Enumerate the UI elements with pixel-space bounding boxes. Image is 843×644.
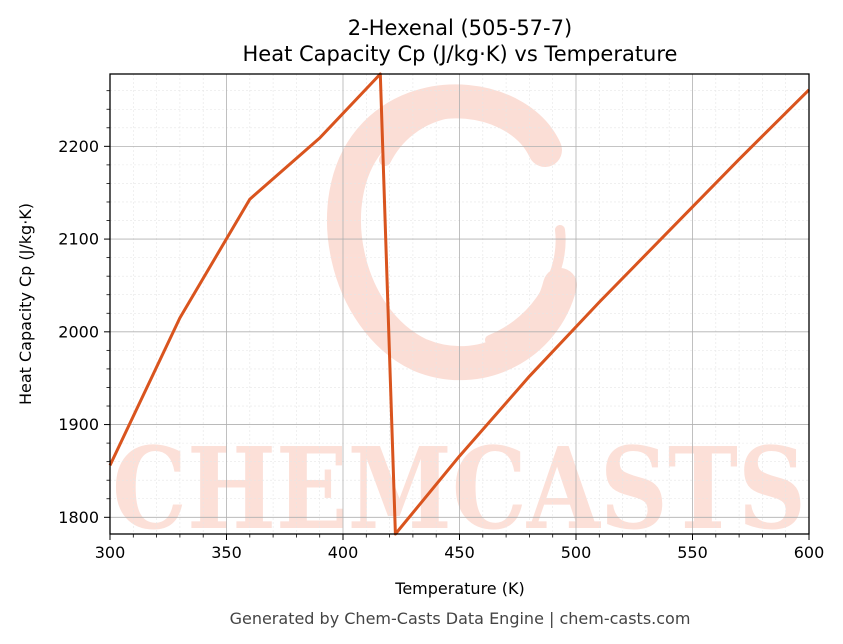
watermark-text: CHEMCASTS <box>112 424 806 555</box>
x-tick-label: 550 <box>677 543 708 562</box>
ticks: 300 350 400 450 500 550 600 1800 1900 2000 2100 220… <box>58 90 825 562</box>
x-tick-label: 500 <box>561 543 592 562</box>
series-line <box>108 72 811 536</box>
y-tick-label: 1900 <box>58 415 99 434</box>
watermark: CHEMCASTS <box>112 84 806 555</box>
footer-credit: Generated by Chem-Casts Data Engine | ch… <box>230 609 691 628</box>
x-tick-label: 600 <box>794 543 825 562</box>
x-axis-label: Temperature (K) <box>394 579 524 598</box>
x-tick-label: 350 <box>211 543 242 562</box>
y-tick-label: 2000 <box>58 322 99 341</box>
y-tick-label: 1800 <box>58 508 99 527</box>
x-tick-label: 450 <box>444 543 475 562</box>
series-layer <box>108 72 811 536</box>
y-axis-label: Heat Capacity Cp (J/kg·K) <box>16 203 35 405</box>
x-tick-label: 300 <box>95 543 126 562</box>
chart-title-line1: 2-Hexenal (505-57-7) <box>348 16 572 40</box>
x-tick-label: 400 <box>328 543 359 562</box>
y-tick-label: 2100 <box>58 230 99 249</box>
chart-title-line2: Heat Capacity Cp (J/kg·K) vs Temperature <box>243 42 678 66</box>
y-tick-label: 2200 <box>58 137 99 156</box>
